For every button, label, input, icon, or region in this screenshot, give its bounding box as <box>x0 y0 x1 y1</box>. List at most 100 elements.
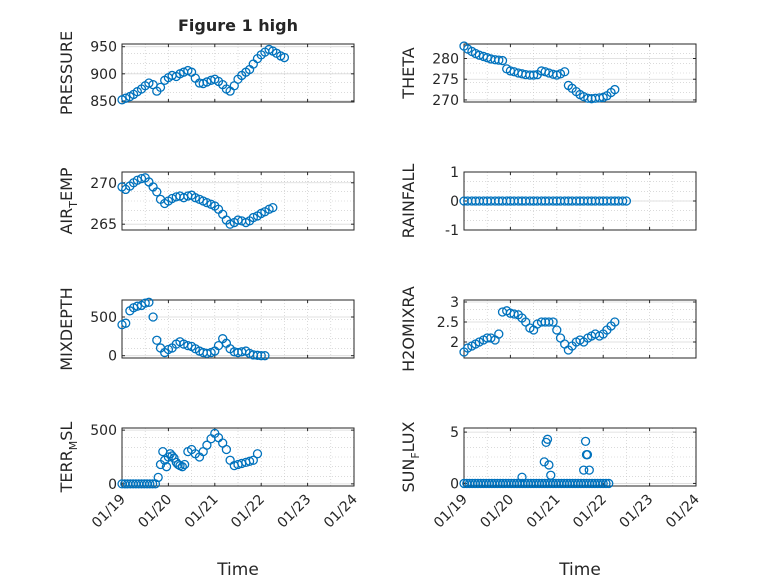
data-point <box>260 351 270 361</box>
data-point <box>610 317 620 327</box>
data-point <box>161 462 172 472</box>
axes-box <box>121 43 355 103</box>
y-tick-label: 5 <box>450 425 459 441</box>
data-point <box>560 67 570 77</box>
y-tick-label: 270 <box>90 176 117 192</box>
data-point <box>539 457 549 467</box>
data-point <box>604 478 614 489</box>
data-point <box>509 309 519 319</box>
subplot-3: 265 270 AIRTEMP <box>57 167 355 235</box>
y-tick-label: 2 <box>450 335 459 351</box>
data-point <box>580 436 591 446</box>
data-point <box>147 479 158 489</box>
data-point <box>582 450 593 460</box>
axes-box <box>463 299 697 359</box>
y-axis-label: MIXDEPTH <box>57 287 76 370</box>
data-point <box>494 329 504 339</box>
data-point <box>621 196 632 206</box>
y-tick-label: 500 <box>90 310 117 326</box>
y-axis-label: SUNFLUX <box>399 421 422 492</box>
data-point <box>579 465 589 475</box>
data-point <box>144 297 154 307</box>
data-point <box>598 478 608 489</box>
data-point <box>544 460 554 470</box>
subplot-5: 0 500 MIXDEPTH <box>57 287 355 371</box>
data-point <box>268 202 278 213</box>
data-point <box>121 93 131 103</box>
data-point <box>517 472 527 482</box>
subplot-grid: 850 900 950 PRESSURE Figure 1 high 270 275 280 T… <box>57 16 703 580</box>
data-point <box>546 470 556 480</box>
data-point <box>542 434 553 444</box>
data-point <box>202 198 212 208</box>
y-tick-label: -1 <box>445 223 459 239</box>
data-point <box>221 444 232 455</box>
data-point <box>256 351 266 361</box>
axes-box <box>121 427 355 487</box>
y-tick-label: 0 <box>108 349 117 365</box>
data-point <box>148 312 158 322</box>
data-point <box>153 472 163 483</box>
data-point <box>202 77 212 87</box>
y-tick-label: 500 <box>90 423 117 439</box>
data-point <box>544 317 554 327</box>
y-tick-label: 265 <box>90 217 117 233</box>
axes-box <box>121 171 355 231</box>
data-point <box>225 219 235 229</box>
data-point <box>248 212 258 223</box>
data-point <box>494 55 504 65</box>
y-tick-label: 2.5 <box>437 315 459 331</box>
data-point <box>167 451 177 461</box>
data-point <box>177 462 187 472</box>
y-tick-label: 280 <box>432 52 459 68</box>
data-point <box>601 478 611 489</box>
subplot-4: -1 0 1 RAINFALL <box>399 164 697 239</box>
y-tick-label: 0 <box>450 194 459 210</box>
data-point <box>179 459 190 470</box>
data-point <box>248 455 258 465</box>
data-point <box>618 196 628 206</box>
y-tick-label: 3 <box>450 295 459 311</box>
chart-title: Figure 1 high <box>178 16 298 35</box>
y-tick-label: 0 <box>108 477 117 493</box>
subplot-1: 850 900 950 PRESSURE Figure 1 high <box>57 16 355 115</box>
y-tick-label: 950 <box>90 40 117 56</box>
subplot-2: 270 275 280 THETA <box>399 41 697 109</box>
y-tick-label: 850 <box>90 94 117 110</box>
x-axis-label: Time <box>558 560 601 580</box>
data-point <box>528 70 539 80</box>
data-point <box>202 440 212 450</box>
y-tick-label: 275 <box>432 72 459 88</box>
y-axis-label: H2OMIXRA <box>399 286 418 372</box>
data-point <box>121 318 131 328</box>
data-point <box>548 317 558 327</box>
data-point <box>584 465 594 475</box>
data-point <box>152 335 162 345</box>
data-point <box>190 193 200 203</box>
x-axis-label: Time <box>216 560 259 580</box>
data-point <box>144 78 154 88</box>
data-point <box>552 325 562 335</box>
data-point <box>145 479 155 489</box>
data-point <box>497 55 508 66</box>
data-point <box>252 449 263 459</box>
data-point <box>279 52 290 63</box>
data-point <box>610 84 620 95</box>
data-point <box>244 456 255 466</box>
data-point <box>155 82 166 93</box>
subplot-6: 2 2.5 3 H2OMIXRA <box>399 286 697 372</box>
y-axis-label: THETA <box>399 47 418 99</box>
y-axis-label: RAINFALL <box>399 164 418 239</box>
y-axis-label: PRESSURE <box>57 31 76 115</box>
data-point <box>132 301 142 311</box>
data-point <box>152 187 162 197</box>
y-tick-label: 0 <box>450 476 459 492</box>
y-axis-label: AIRTEMP <box>57 167 80 234</box>
data-point <box>140 298 150 308</box>
y-axis-label: TERRMSL <box>57 422 80 494</box>
y-tick-label: 900 <box>90 67 117 83</box>
y-tick-label: 1 <box>450 165 459 181</box>
y-tick-label: 270 <box>432 93 459 109</box>
data-point <box>136 173 147 184</box>
